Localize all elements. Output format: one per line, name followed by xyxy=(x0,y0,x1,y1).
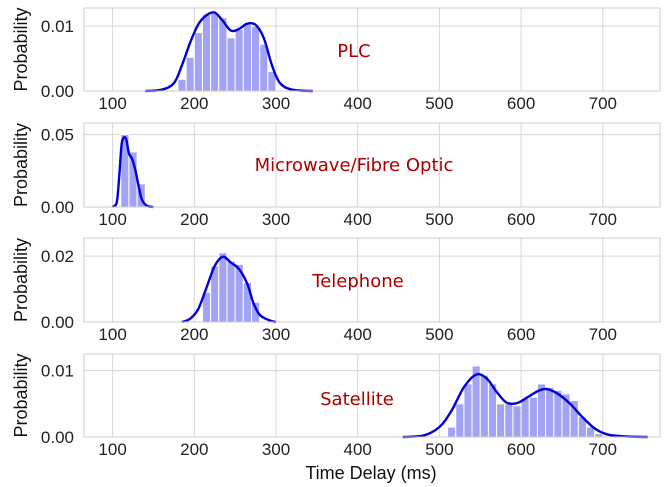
histogram-bar xyxy=(528,396,538,438)
y-axis-label: Probability xyxy=(11,123,31,207)
histogram-bar xyxy=(545,386,555,438)
x-tick-label: 600 xyxy=(507,210,535,229)
y-tick-label: 0.05 xyxy=(41,126,74,145)
x-tick-label: 500 xyxy=(425,94,453,113)
x-tick-label: 500 xyxy=(425,440,453,459)
y-tick-label: 0.00 xyxy=(41,428,74,447)
y-tick-label: 0.00 xyxy=(41,82,74,101)
histogram-bar xyxy=(479,374,489,438)
kde-curve xyxy=(181,255,277,324)
histogram-bar xyxy=(250,25,261,92)
x-tick-label: 300 xyxy=(262,94,290,113)
x-tick-label: 400 xyxy=(344,325,372,344)
kde-curve xyxy=(402,372,648,439)
histogram-bar xyxy=(259,43,269,92)
x-tick-label: 300 xyxy=(262,325,290,344)
histogram-bar xyxy=(455,403,465,438)
x-tick-label: 300 xyxy=(262,440,290,459)
x-tick-label: 400 xyxy=(344,94,372,113)
x-tick-label: 700 xyxy=(589,440,617,459)
y-axis-label: Probability xyxy=(11,238,31,322)
histogram-bar xyxy=(242,23,252,92)
histogram-bar xyxy=(185,56,195,92)
panel-frame xyxy=(83,7,661,92)
x-tick-label: 100 xyxy=(98,325,126,344)
x-tick-label: 200 xyxy=(180,94,208,113)
histogram-bar xyxy=(218,17,228,92)
histogram-bar xyxy=(201,13,212,92)
panel-1: 100 200 300 400 500 600 700 0.00 0.01 Probability… xyxy=(11,7,661,113)
x-tick-label: 700 xyxy=(589,325,617,344)
x-tick-label: 600 xyxy=(507,440,535,459)
x-tick-label: 500 xyxy=(425,325,453,344)
panel-frame xyxy=(83,353,661,438)
x-tick-label: 200 xyxy=(180,440,208,459)
histogram-bar xyxy=(193,32,203,92)
panel-2: 100 200 300 400 500 600 700 0.00 0.05 Probability… xyxy=(11,122,661,229)
histogram-bar xyxy=(504,403,514,438)
x-tick-label: 600 xyxy=(507,94,535,113)
histogram-bar xyxy=(242,281,252,323)
histogram-bar xyxy=(520,397,530,438)
y-tick-label: 0.02 xyxy=(41,247,74,266)
x-tick-label: 200 xyxy=(180,210,208,229)
x-tick-label: 100 xyxy=(98,94,126,113)
x-tick-label: 700 xyxy=(589,94,617,113)
panel-4: 100 200 300 400 500 600 700 0.00 0.01 Probability… xyxy=(11,353,661,459)
panel-3: 100 200 300 400 500 600 700 0.00 0.02 Probability… xyxy=(11,237,661,344)
histogram-bar xyxy=(512,405,522,438)
histogram-bar xyxy=(218,252,228,323)
histogram-bar xyxy=(234,28,244,92)
panel-label: Telephone xyxy=(311,271,403,292)
x-tick-label: 500 xyxy=(425,210,453,229)
panel-frame xyxy=(83,237,661,323)
x-tick-label: 100 xyxy=(98,440,126,459)
panel-frame xyxy=(83,122,661,208)
y-tick-label: 0.01 xyxy=(41,362,74,381)
x-axis-label: Time Delay (ms) xyxy=(305,463,436,483)
x-tick-label: 200 xyxy=(180,325,208,344)
histogram-bar xyxy=(496,403,506,438)
histogram-bar xyxy=(463,383,473,438)
histogram-bar xyxy=(226,260,236,323)
x-tick-label: 700 xyxy=(589,210,617,229)
x-tick-label: 100 xyxy=(98,210,126,229)
x-tick-label: 400 xyxy=(344,210,372,229)
y-tick-label: 0.00 xyxy=(41,198,74,217)
histogram-bar xyxy=(447,426,457,438)
x-tick-label: 300 xyxy=(262,210,290,229)
panel-label: Microwave/Fibre Optic xyxy=(255,155,454,176)
y-axis-label: Probability xyxy=(11,353,31,437)
panel-label: PLC xyxy=(337,41,370,62)
y-tick-label: 0.01 xyxy=(41,17,74,36)
x-tick-label: 400 xyxy=(344,440,372,459)
y-tick-label: 0.00 xyxy=(41,313,74,332)
histogram-bar xyxy=(553,390,563,438)
y-axis-label: Probability xyxy=(11,7,31,91)
kde-curve xyxy=(145,11,313,93)
histogram-bar xyxy=(210,12,220,92)
histogram-bar xyxy=(226,37,236,92)
kde-curve xyxy=(111,136,154,209)
histogram-bar xyxy=(177,78,187,92)
panels: 100 200 300 400 500 600 700 0.00 0.01 Probability… xyxy=(11,7,661,459)
x-tick-label: 600 xyxy=(507,325,535,344)
panel-label: Satellite xyxy=(320,389,394,410)
